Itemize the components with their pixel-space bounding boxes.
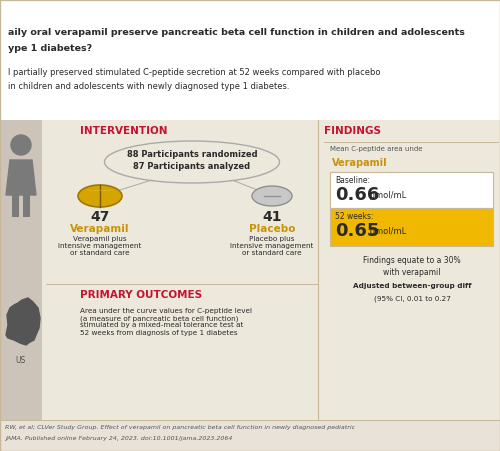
Text: PRIMARY OUTCOMES: PRIMARY OUTCOMES [80, 290, 202, 300]
Bar [12, 195, 19, 217]
Bar [0, 420, 500, 451]
Bar [0, 0, 500, 120]
Text: with verapamil: with verapamil [384, 268, 441, 277]
Bar [330, 208, 493, 246]
Text: Verapamil: Verapamil [332, 158, 388, 168]
Bar [23, 195, 30, 217]
Text: ype 1 diabetes?: ype 1 diabetes? [8, 44, 92, 53]
Bar [0, 120, 42, 420]
Text: Adjusted between-group diff: Adjusted between-group diff [353, 283, 471, 289]
Circle shape [11, 135, 31, 155]
Text: pmol/mL: pmol/mL [367, 191, 406, 200]
Text: 47: 47 [90, 210, 110, 224]
Text: 52 weeks:: 52 weeks: [335, 212, 374, 221]
Text: JAMA. Published online February 24, 2023. doi:10.1001/jama.2023.2064: JAMA. Published online February 24, 2023… [5, 436, 232, 441]
Text: Findings equate to a 30%: Findings equate to a 30% [363, 256, 461, 265]
Text: Mean C-peptide area unde: Mean C-peptide area unde [330, 146, 422, 152]
Text: Area under the curve values for C-peptide level
(a measure of pancreatic beta ce: Area under the curve values for C-peptid… [80, 308, 252, 336]
Text: 0.65: 0.65 [335, 222, 380, 240]
Text: FINDINGS: FINDINGS [324, 126, 381, 136]
Text: 88 Participants randomized: 88 Participants randomized [126, 150, 258, 159]
Text: RW, et al; CLVer Study Group. Effect of verapamil on pancreatic beta cell functi: RW, et al; CLVer Study Group. Effect of … [5, 425, 355, 430]
Polygon shape [6, 298, 40, 345]
Text: Placebo plus
intensive management
or standard care: Placebo plus intensive management or sta… [230, 236, 314, 256]
Text: US: US [16, 356, 26, 365]
Text: (95% CI, 0.01 to 0.27: (95% CI, 0.01 to 0.27 [374, 295, 450, 302]
Text: INTERVENTION: INTERVENTION [80, 126, 168, 136]
Text: 41: 41 [262, 210, 282, 224]
Ellipse shape [78, 185, 122, 207]
Text: in children and adolescents with newly diagnosed type 1 diabetes.: in children and adolescents with newly d… [8, 82, 290, 91]
Text: l partially preserved stimulated C-peptide secretion at 52 weeks compared with p: l partially preserved stimulated C-pepti… [8, 68, 380, 77]
Text: Baseline:: Baseline: [335, 176, 370, 185]
Text: 87 Participants analyzed: 87 Participants analyzed [134, 162, 250, 171]
Bar [330, 172, 493, 208]
Polygon shape [6, 160, 36, 195]
Text: 0.66: 0.66 [335, 186, 380, 204]
Text: Verapamil plus
intensive management
or standard care: Verapamil plus intensive management or s… [58, 236, 142, 256]
Text: aily oral verapamil preserve pancreatic beta cell function in children and adole: aily oral verapamil preserve pancreatic … [8, 28, 465, 37]
Text: Placebo: Placebo [249, 224, 295, 234]
Text: Verapamil: Verapamil [70, 224, 130, 234]
Text: pmol/mL: pmol/mL [367, 227, 406, 236]
Bar [42, 120, 500, 420]
Ellipse shape [252, 186, 292, 206]
